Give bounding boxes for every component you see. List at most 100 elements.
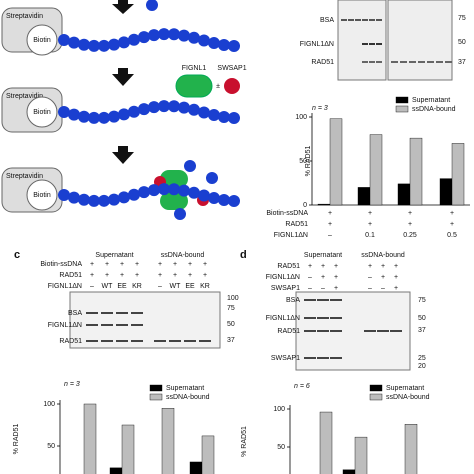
band: [369, 61, 375, 63]
band: [116, 340, 128, 342]
rad51-bead: [228, 111, 240, 124]
band: [317, 317, 329, 319]
rad51-bead: [138, 186, 150, 199]
band-label: FIGNL1ΔN: [300, 41, 334, 48]
rad51-bead: [174, 208, 186, 220]
band: [376, 19, 382, 21]
band: [131, 312, 143, 314]
rad51-bead: [58, 106, 70, 118]
row-label: FIGNL1ΔN: [274, 232, 308, 239]
rad51-bead: [184, 160, 196, 172]
band: [131, 324, 143, 326]
annotation: n = 6: [294, 383, 310, 390]
legend-label: ssDNA-bound: [412, 106, 456, 113]
rad51-bead: [98, 111, 110, 124]
condition: EE: [117, 283, 127, 290]
biotin-bead: [26, 24, 58, 56]
condition: +: [394, 274, 398, 281]
fignl1-protein: [175, 74, 213, 98]
condition: +: [188, 261, 192, 268]
band: [377, 330, 389, 332]
band: [362, 43, 368, 45]
row-label: FIGNL1ΔN: [48, 283, 82, 290]
band: [101, 324, 113, 326]
rad51-bead: [218, 194, 230, 207]
band: [369, 43, 375, 45]
condition: +: [90, 261, 94, 268]
condition: –: [308, 285, 312, 292]
band-label: BSA: [68, 310, 82, 317]
rad51-bead: [158, 183, 170, 196]
fignl1-protein: [160, 170, 188, 188]
bar: [439, 178, 453, 206]
rad51-bead: [218, 39, 230, 52]
band: [400, 61, 407, 63]
band: [362, 19, 368, 21]
band: [199, 340, 211, 342]
legend-swatch: [369, 384, 383, 392]
condition: +: [368, 221, 372, 228]
rad51-bead: [108, 110, 120, 123]
gel-top: [337, 0, 453, 81]
column-header: Supernatant: [304, 252, 342, 259]
x-tick-label: 0.5: [447, 232, 457, 239]
band: [369, 19, 375, 21]
bar: [317, 203, 331, 206]
band: [348, 19, 354, 21]
marker-label: 75: [458, 15, 466, 22]
band: [116, 324, 128, 326]
condition: +: [450, 221, 454, 228]
annotation: n = 3: [312, 105, 328, 112]
rad51-bead: [158, 28, 170, 41]
y-tick-label: 0: [303, 202, 307, 209]
rad51-bead: [178, 184, 190, 197]
band-label: RAD51: [277, 328, 300, 335]
bar: [109, 467, 123, 474]
marker-label: 20: [418, 363, 426, 370]
rad51-bead: [228, 39, 240, 52]
condition: –: [381, 285, 385, 292]
condition: KR: [132, 283, 142, 290]
rad51-bead: [198, 106, 210, 119]
rad51-bead: [88, 194, 100, 207]
condition: +: [120, 272, 124, 279]
condition: +: [188, 272, 192, 279]
biotin-label: Biotin: [33, 109, 51, 116]
rad51-bead: [188, 186, 200, 199]
rad51-bead: [78, 38, 90, 51]
legend-label: Supernatant: [166, 385, 204, 392]
condition: +: [105, 272, 109, 279]
rad51-bead: [208, 192, 220, 205]
legend-swatch: [369, 393, 383, 401]
bar: [404, 424, 418, 474]
marker-label: 37: [458, 59, 466, 66]
marker-label: 75: [227, 305, 235, 312]
bar: [357, 187, 371, 206]
gel: [387, 0, 453, 81]
condition: +: [203, 261, 207, 268]
bar: [342, 469, 356, 474]
streptavidin-label: Streptavidin: [6, 173, 43, 180]
bar: [319, 411, 333, 474]
band-label: RAD51: [311, 59, 334, 66]
y-tick-label: 100: [43, 401, 55, 408]
condition: +: [105, 261, 109, 268]
rad51-bead: [58, 189, 70, 201]
band-label: FIGNL1ΔN: [48, 322, 82, 329]
y-tick-label: 50: [47, 443, 55, 450]
condition: +: [328, 221, 332, 228]
legend-label: Supernatant: [386, 385, 424, 392]
bar: [189, 461, 203, 474]
condition: +: [321, 274, 325, 281]
condition: +: [173, 272, 177, 279]
bar: [354, 436, 368, 474]
band: [436, 61, 443, 63]
band-label: SWSAP1: [271, 355, 300, 362]
swsap1-protein: [224, 78, 240, 94]
x-tick-label: 0.1: [365, 232, 375, 239]
y-axis-label: % RAD51: [13, 424, 20, 455]
marker-label: 37: [227, 337, 235, 344]
rad51-bead: [98, 194, 110, 207]
condition: +: [381, 263, 385, 270]
